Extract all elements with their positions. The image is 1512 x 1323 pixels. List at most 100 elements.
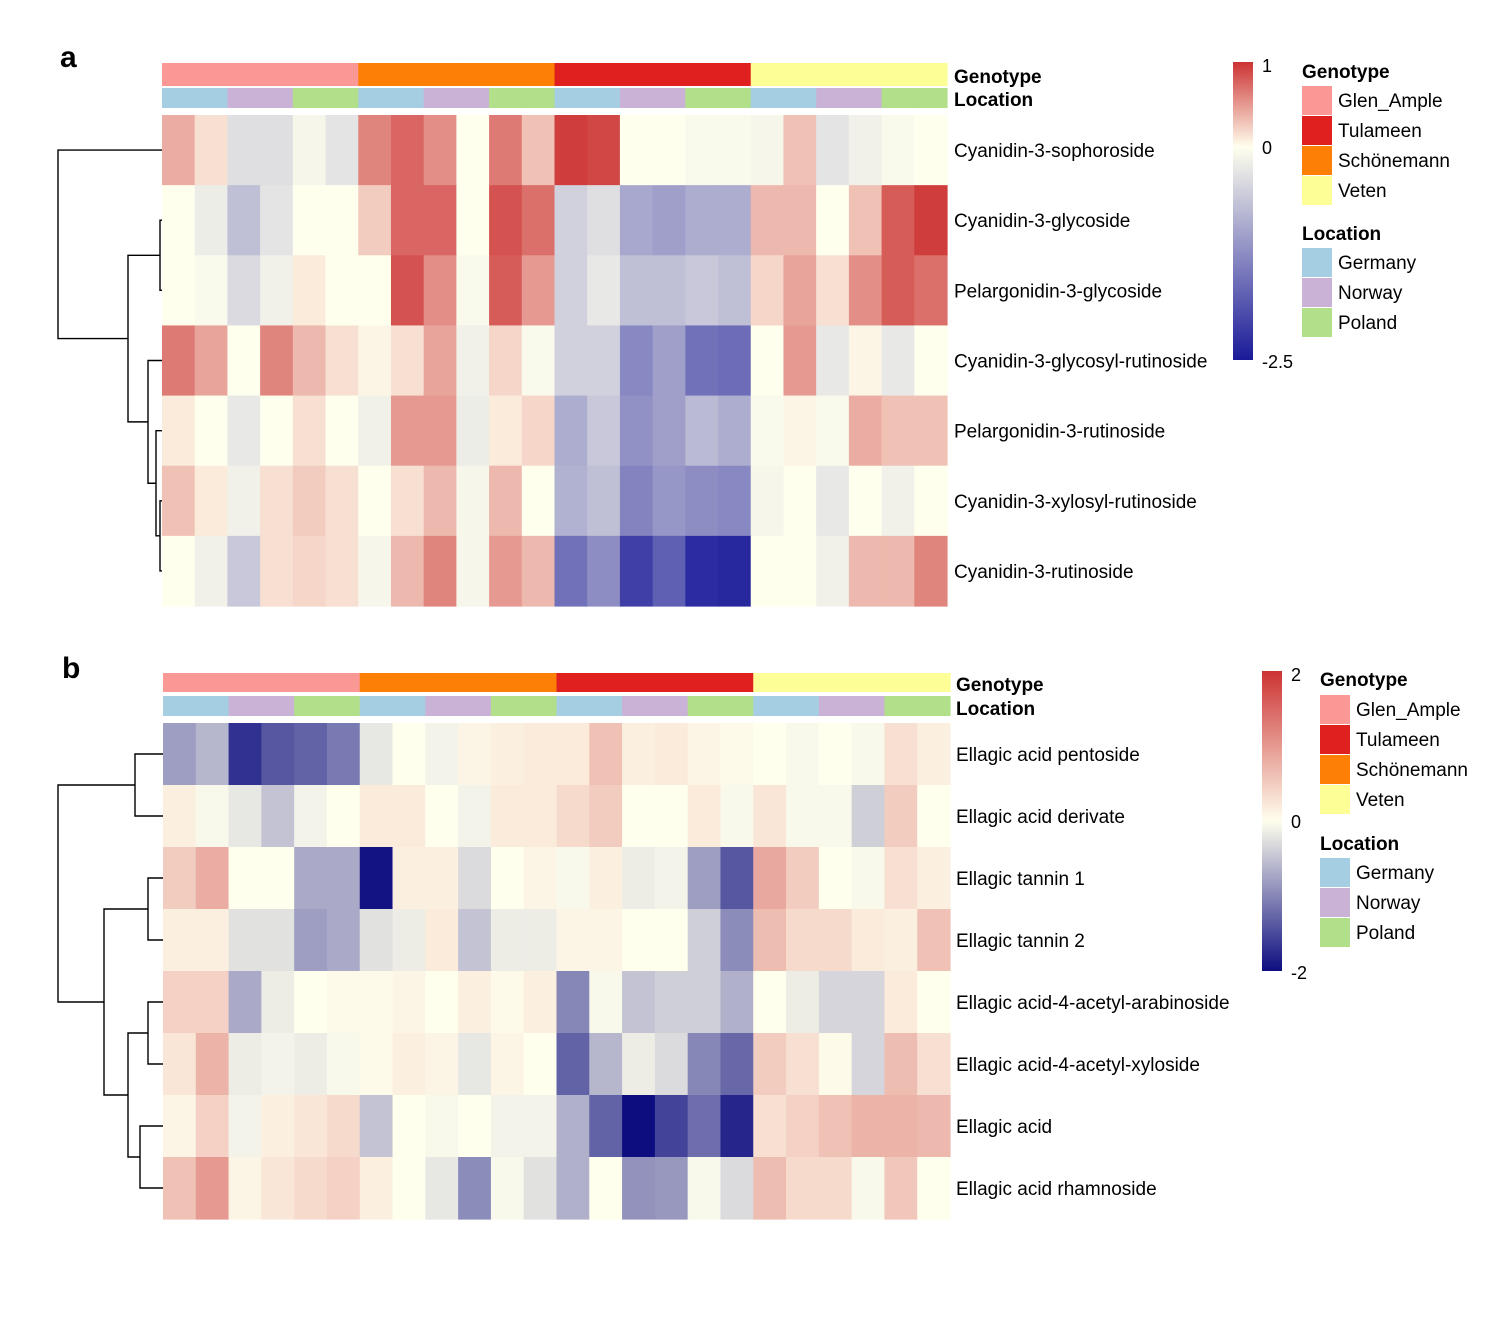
heatmap-cell (914, 465, 948, 537)
heatmap-cell (753, 971, 787, 1034)
location-annotation-cell (325, 88, 359, 108)
heatmap-cell (423, 325, 457, 397)
legend-entry-label: Norway (1356, 893, 1421, 914)
location-annotation-cell (227, 88, 261, 108)
row-label: Pelargonidin-3-glycoside (954, 281, 1162, 302)
genotype-annotation-cell (358, 63, 392, 86)
heatmap-cell (654, 971, 689, 1034)
heatmap-cell (194, 395, 229, 467)
heatmap-cell (720, 971, 754, 1034)
heatmap-cell (718, 325, 752, 397)
heatmap-cell (359, 1095, 394, 1158)
heatmap-cell (325, 255, 359, 327)
heatmap-cell (326, 847, 361, 910)
location-annotation-cell (783, 88, 817, 108)
genotype-annotation-cell (851, 673, 886, 692)
heatmap-cell (622, 847, 656, 910)
legend-entry-label: Veten (1356, 790, 1405, 811)
legend-swatch (1302, 86, 1332, 115)
heatmap-cell (851, 1033, 886, 1096)
heatmap-cell (848, 325, 883, 397)
location-annotation-cell (914, 88, 948, 108)
heatmap-cell (423, 395, 457, 467)
heatmap-cell (750, 465, 785, 537)
heatmap-cell (687, 1095, 722, 1158)
heatmap-cell (292, 185, 327, 256)
heatmap-cell (423, 115, 457, 186)
heatmap-cell (195, 723, 230, 786)
location-annotation-cell (589, 696, 623, 716)
heatmap-cell (163, 785, 197, 848)
genotype-annotation-label: Genotype (954, 67, 1042, 88)
heatmap-cell (884, 785, 918, 848)
heatmap-cell (489, 535, 523, 607)
legend-swatch (1302, 278, 1332, 307)
heatmap-cell (227, 395, 261, 467)
heatmap-cell (881, 115, 915, 186)
heatmap-cell (750, 395, 785, 467)
heatmap-cell (685, 325, 719, 397)
location-annotation-cell (292, 88, 327, 108)
heatmap-cell (687, 971, 722, 1034)
location-annotation-cell (392, 696, 426, 716)
heatmap-cell (619, 465, 654, 537)
color-scale-tick-label: 2 (1291, 665, 1301, 685)
heatmap-cell (325, 395, 359, 467)
heatmap-cell (392, 971, 426, 1034)
location-annotation-cell (489, 88, 523, 108)
legend-swatch (1302, 146, 1332, 175)
row-label: Ellagic tannin 1 (956, 869, 1085, 890)
legend-swatch (1320, 888, 1350, 917)
heatmap-cell (589, 1157, 623, 1220)
row-label: Ellagic acid pentoside (956, 745, 1140, 766)
heatmap-cell (456, 115, 490, 186)
heatmap-cell (720, 1033, 754, 1096)
legend-swatch (1302, 116, 1332, 145)
heatmap-cell (326, 1095, 361, 1158)
heatmap-cell (718, 255, 752, 327)
location-annotation-cell (818, 696, 853, 716)
heatmap-cell (456, 395, 490, 467)
genotype-annotation-cell (490, 673, 525, 692)
heatmap-cell (260, 115, 294, 186)
heatmap-cell (294, 909, 328, 972)
heatmap-cell (556, 847, 590, 910)
heatmap-cell (456, 535, 490, 607)
heatmap-cell (523, 971, 558, 1034)
heatmap-cell (294, 971, 328, 1034)
heatmap-cell (753, 723, 787, 786)
location-annotation-cell (619, 88, 654, 108)
heatmap-cell (881, 255, 915, 327)
heatmap-cell (848, 115, 883, 186)
legend-swatch (1320, 695, 1350, 724)
heatmap-cell (884, 971, 918, 1034)
dendrogram-branch (159, 219, 162, 292)
heatmap-cell (720, 847, 754, 910)
heatmap-cell (423, 255, 457, 327)
heatmap-cell (720, 723, 754, 786)
color-scale-bar (1233, 62, 1253, 360)
heatmap-cell (848, 255, 883, 327)
color-scale-bar (1262, 671, 1282, 971)
heatmap-cell (786, 1095, 820, 1158)
genotype-annotation-cell (554, 63, 588, 86)
heatmap-cell (228, 785, 262, 848)
heatmap-cell (458, 1157, 492, 1220)
heatmap-cell (652, 185, 686, 256)
heatmap-cell (783, 395, 817, 467)
location-annotation-cell (326, 696, 361, 716)
location-annotation-cell (816, 88, 850, 108)
heatmap-cell (294, 847, 328, 910)
heatmap-cell (589, 1095, 623, 1158)
heatmap-cell (163, 909, 197, 972)
heatmap-cell (261, 909, 295, 972)
heatmap-cell (359, 1033, 394, 1096)
heatmap-cell (458, 1095, 492, 1158)
heatmap-cell (261, 1095, 295, 1158)
heatmap-cell (261, 1033, 295, 1096)
heatmap-cell (489, 255, 523, 327)
heatmap-cell (556, 1033, 590, 1096)
heatmap-cell (786, 909, 820, 972)
heatmap-cell (228, 971, 262, 1034)
heatmap-cell (652, 115, 686, 186)
